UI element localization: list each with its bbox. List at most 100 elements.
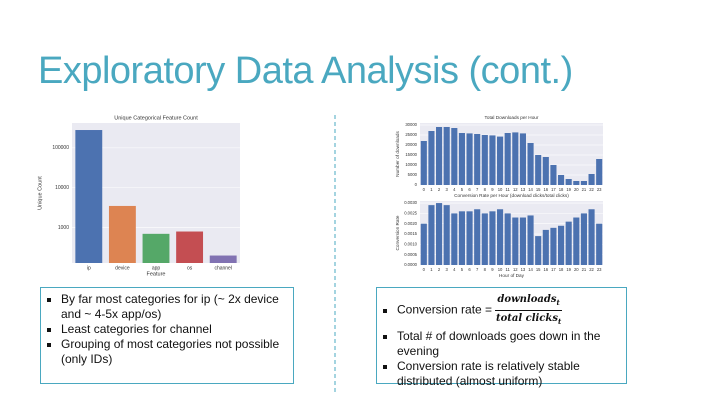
x-tick-label: 19 [566, 267, 571, 272]
bar [573, 217, 580, 265]
bar [451, 128, 458, 185]
bar [436, 203, 443, 265]
bar [512, 217, 519, 265]
x-tick-label: 0 [423, 267, 426, 272]
x-tick-label: device [115, 265, 130, 271]
x-tick-label: 11 [506, 187, 511, 192]
x-tick-label: 10 [498, 267, 503, 272]
x-tick-label: 4 [453, 267, 456, 272]
x-tick-label: 14 [528, 187, 533, 192]
x-tick-label: ip [87, 265, 91, 271]
x-tick-label: 19 [566, 187, 571, 192]
y-tick-label: 5000 [408, 172, 418, 177]
bar [209, 255, 237, 263]
plot-area [420, 123, 603, 185]
x-tick-label: 7 [476, 267, 479, 272]
subscript: t [557, 317, 562, 326]
bullet: Least categories for channel [61, 322, 287, 337]
bar [436, 127, 443, 185]
x-tick-label: 3 [446, 187, 449, 192]
bar [504, 133, 511, 185]
x-tick-label: 22 [589, 267, 594, 272]
x-tick-label: 5 [461, 187, 464, 192]
bar [558, 175, 565, 185]
subscript: t [556, 298, 560, 307]
x-tick-label: 21 [582, 267, 587, 272]
bar [458, 133, 465, 185]
bar [420, 141, 427, 185]
bar [512, 132, 519, 185]
x-tick-label: 23 [597, 267, 602, 272]
formula-label: Conversion rate = [397, 302, 493, 317]
x-axis-label: Feature [147, 271, 166, 277]
bar [75, 130, 103, 263]
x-tick-label: 3 [446, 267, 449, 272]
chart-title: Total Downloads per Hour [485, 115, 539, 120]
bar [596, 223, 603, 265]
x-tick-label: 17 [551, 187, 556, 192]
y-tick-label: 15000 [405, 152, 417, 157]
bullet: Conversion rate = downloadst total click… [397, 292, 620, 329]
bar [519, 133, 526, 185]
right-notes: Conversion rate = downloadst total click… [376, 287, 627, 388]
x-tick-label: 8 [484, 267, 487, 272]
y-axis-label: Unique Count [37, 176, 43, 210]
bar [466, 211, 473, 265]
bar [558, 225, 565, 265]
x-tick-label: 14 [528, 267, 533, 272]
bullet: By far most categories for ip (~ 2x devi… [61, 292, 287, 322]
x-tick-label: 7 [476, 187, 479, 192]
x-tick-label: 20 [574, 267, 579, 272]
x-tick-label: 15 [536, 267, 541, 272]
bar [428, 205, 435, 265]
bar [489, 211, 496, 265]
y-tick-label: 0.0030 [404, 200, 417, 205]
bar [176, 231, 204, 263]
plot-area [420, 201, 603, 265]
x-tick-label: 2 [438, 187, 441, 192]
bar [497, 136, 504, 185]
x-tick-label: app [152, 265, 161, 271]
x-tick-label: 0 [423, 187, 426, 192]
bar [474, 134, 481, 185]
y-tick-label: 0.0025 [404, 210, 417, 215]
x-tick-label: 4 [453, 187, 456, 192]
slide-title: Exploratory Data Analysis (cont.) [38, 50, 573, 92]
bar [565, 179, 572, 185]
y-tick-label: 20000 [405, 142, 417, 147]
y-tick-label: 1000 [58, 225, 69, 231]
bar [519, 217, 526, 265]
bar [596, 159, 603, 185]
x-tick-label: 1 [430, 187, 433, 192]
y-axis-label: Number of downloads [395, 131, 400, 177]
bar [527, 215, 534, 265]
bar [580, 181, 587, 185]
x-tick-label: 1 [430, 267, 433, 272]
x-tick-label: 5 [461, 267, 464, 272]
x-tick-label: 22 [589, 187, 594, 192]
x-tick-label: 21 [582, 187, 587, 192]
bar [428, 131, 435, 185]
y-tick-label: 0.0010 [404, 241, 417, 246]
bar [535, 236, 542, 265]
bar [580, 213, 587, 265]
x-tick-label: 13 [521, 187, 526, 192]
bar [443, 127, 450, 185]
bar [474, 209, 481, 265]
y-tick-label: 10000 [405, 162, 417, 167]
bar [565, 221, 572, 265]
y-tick-label: 100000 [52, 145, 69, 151]
x-tick-label: 2 [438, 267, 441, 272]
x-tick-label: 9 [491, 187, 494, 192]
y-tick-label: 0.0020 [404, 221, 417, 226]
formula: downloadst total clickst [495, 292, 562, 329]
bar [481, 213, 488, 265]
y-tick-label: 0.0015 [404, 231, 417, 236]
left-notes: By far most categories for ip (~ 2x devi… [40, 287, 294, 384]
x-tick-label: 23 [597, 187, 602, 192]
bar [108, 205, 136, 263]
x-tick-label: 13 [521, 267, 526, 272]
x-tick-label: 16 [543, 267, 548, 272]
